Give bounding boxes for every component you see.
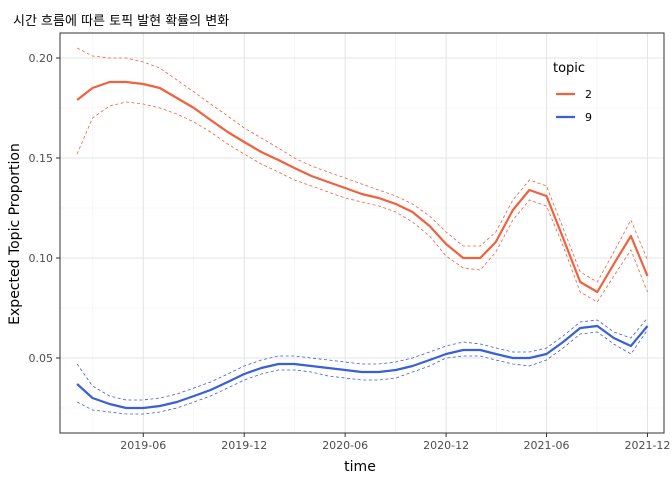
chart-title: 시간 흐름에 따른 토픽 발현 확률의 변화 [13, 14, 229, 29]
x-axis-title: time [344, 459, 376, 475]
y-axis: 0.05 0.10 0.15 0.20 [29, 52, 60, 365]
legend: topic 2 9 [553, 61, 592, 124]
y-tick-label: 0.20 [29, 52, 54, 65]
series-layer [76, 47, 649, 415]
series-9-line [76, 324, 649, 410]
x-tick-label: 2021-06 [524, 439, 570, 452]
plot-panel-border [59, 32, 665, 434]
y-tick-label: 0.15 [29, 152, 54, 165]
x-tick-label: 2021-12 [624, 439, 670, 452]
x-tick-label: 2019-06 [120, 439, 166, 452]
legend-label-2: 2 [585, 88, 592, 101]
y-axis-title: Expected Topic Proportion [7, 143, 23, 325]
y-tick-label: 0.10 [29, 252, 54, 265]
series-2-line [76, 80, 649, 294]
x-tick-label: 2019-12 [221, 439, 267, 452]
x-tick-label: 2020-12 [423, 439, 469, 452]
plot-panel [59, 32, 665, 434]
series-2-upper-band [76, 47, 648, 283]
legend-label-9: 9 [585, 111, 592, 124]
x-axis: 2019-06 2019-12 2020-06 2020-12 2021-06 2021-… [120, 433, 670, 452]
series-2-lower-band [76, 101, 648, 303]
grid-minor [60, 33, 664, 433]
legend-title: topic [553, 61, 585, 76]
x-tick-label: 2020-06 [322, 439, 368, 452]
y-tick-label: 0.05 [29, 352, 54, 365]
